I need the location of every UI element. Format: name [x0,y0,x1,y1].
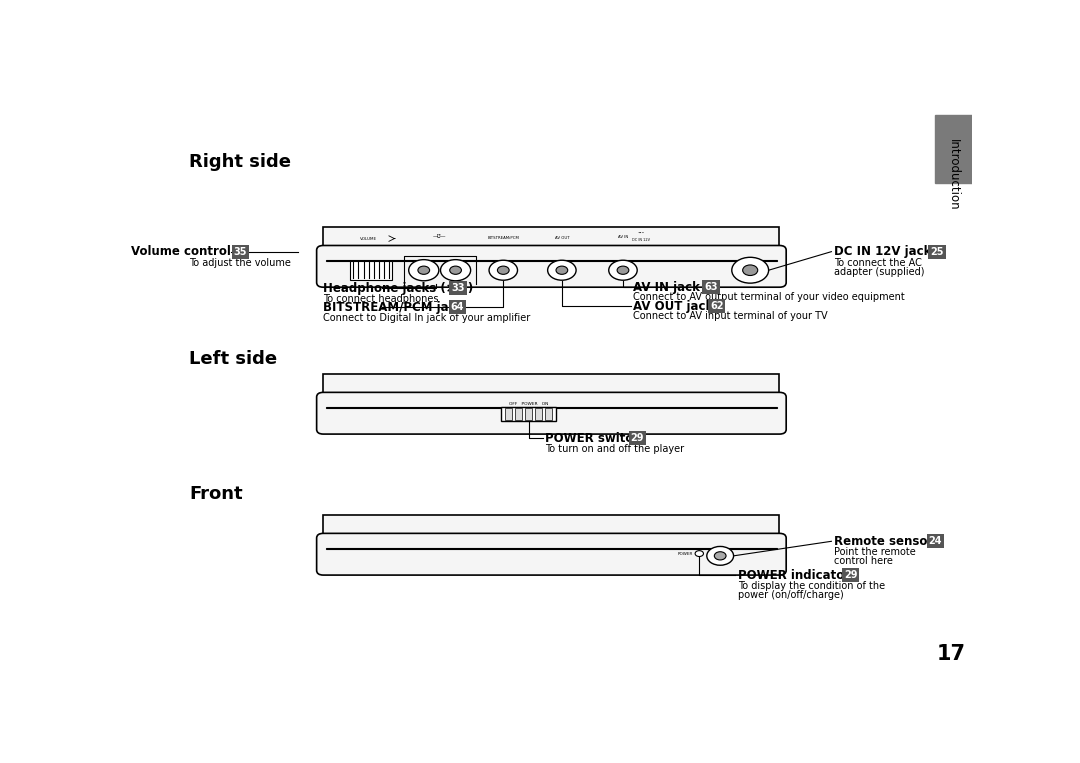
Text: BITSTREAM/PCM jack: BITSTREAM/PCM jack [323,301,463,314]
Circle shape [441,259,471,281]
Text: Right side: Right side [189,153,292,171]
Text: —℧—: —℧— [433,234,446,239]
FancyBboxPatch shape [316,392,786,434]
Text: Introduction: Introduction [947,140,960,211]
Text: BITSTREAM/PCM: BITSTREAM/PCM [487,236,519,240]
Bar [525,407,531,420]
Text: To adjust the volume: To adjust the volume [189,258,292,268]
Text: •••: ••• [638,231,645,236]
Text: 64: 64 [450,302,464,312]
Text: 29: 29 [631,433,644,443]
Bar [515,407,522,420]
Bar [324,397,779,414]
Text: 35: 35 [233,246,247,256]
Bar [323,515,780,536]
Text: AV IN: AV IN [618,234,629,239]
Circle shape [696,551,703,556]
Text: To display the condition of the: To display the condition of the [738,581,885,591]
Text: adapter (supplied): adapter (supplied) [834,267,924,277]
Bar [504,407,512,420]
Text: To turn on and off the player: To turn on and off the player [545,444,685,454]
Text: 29: 29 [843,570,858,580]
Text: Headphone jacks (× 2): Headphone jacks (× 2) [323,282,473,295]
Text: Left side: Left side [189,350,278,368]
Text: POWER: POWER [678,552,693,555]
Circle shape [449,266,461,275]
Bar [323,374,780,394]
Text: power (on/off/charge): power (on/off/charge) [738,590,843,600]
Text: Connect to Digital In jack of your amplifier: Connect to Digital In jack of your ampli… [323,313,530,323]
Circle shape [706,546,733,565]
Text: Remote sensor: Remote sensor [834,535,933,548]
Text: To connect headphones: To connect headphones [323,294,438,304]
Circle shape [732,257,769,283]
Circle shape [609,260,637,280]
Text: POWER indicator: POWER indicator [738,568,850,581]
Text: VOLUME: VOLUME [360,237,377,240]
Bar [350,261,392,279]
Text: Volume control: Volume control [132,245,231,258]
Bar [326,259,777,262]
Text: OFF   POWER   ON: OFF POWER ON [509,401,549,405]
Circle shape [617,266,629,275]
Text: 17: 17 [936,645,966,665]
Circle shape [489,260,517,280]
Text: Point the remote: Point the remote [834,547,916,557]
Circle shape [556,266,568,275]
Circle shape [743,265,758,275]
FancyBboxPatch shape [316,533,786,575]
Text: Front: Front [189,485,243,503]
Text: AV OUT: AV OUT [554,236,569,240]
Bar [501,407,556,421]
Text: 62: 62 [710,301,724,311]
Text: 24: 24 [929,536,942,546]
Circle shape [498,266,509,275]
Circle shape [548,260,576,280]
Bar [545,407,552,420]
Bar [935,115,972,182]
Bar [326,407,777,408]
Bar [326,548,777,549]
Bar [324,537,779,554]
Text: AV IN jack: AV IN jack [633,281,700,294]
Text: To connect the AC: To connect the AC [834,258,921,268]
Bar [535,407,542,420]
Text: Connect to AV output terminal of your video equipment: Connect to AV output terminal of your vi… [633,292,905,302]
Circle shape [418,266,430,275]
Text: DC IN 12V jack: DC IN 12V jack [834,245,931,258]
Text: 33: 33 [451,283,464,294]
Text: POWER switch: POWER switch [545,432,640,445]
FancyBboxPatch shape [316,246,786,287]
Text: 63: 63 [704,282,717,292]
Text: Connect to AV input terminal of your TV: Connect to AV input terminal of your TV [633,311,827,321]
Text: DC IN 12V: DC IN 12V [633,238,650,242]
Text: 25: 25 [930,246,944,256]
Text: control here: control here [834,556,893,566]
Circle shape [714,552,726,560]
Text: AV OUT jack: AV OUT jack [633,300,713,313]
Bar [323,227,780,248]
Circle shape [408,259,438,281]
Bar [324,250,779,266]
